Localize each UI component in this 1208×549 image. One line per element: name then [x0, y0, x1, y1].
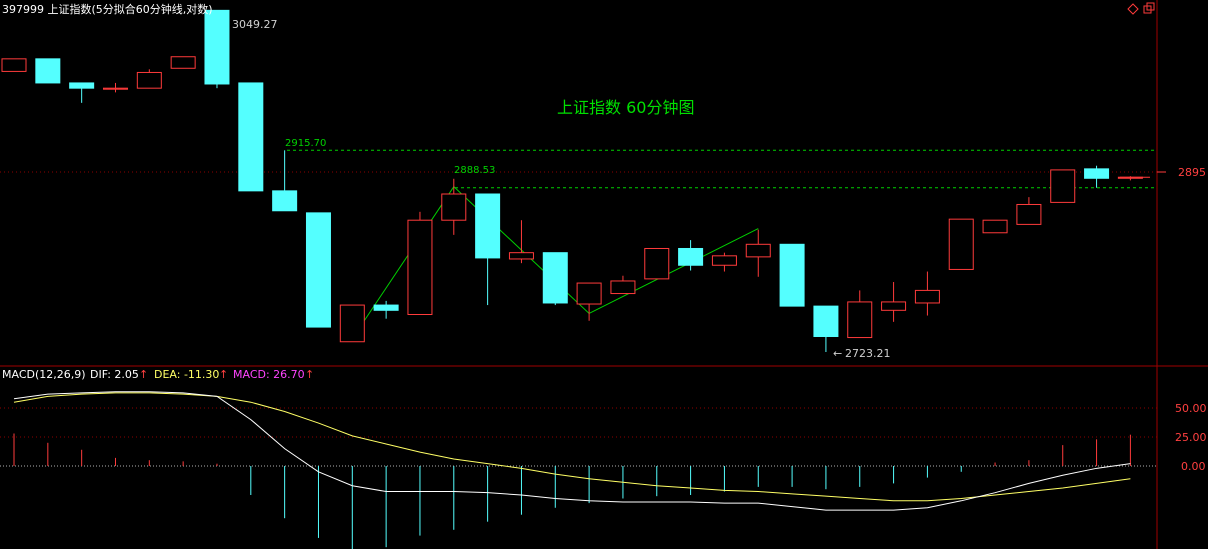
candle: [1, 58, 27, 72]
candle-body: [711, 255, 737, 266]
candle-body: [441, 193, 467, 221]
candle-body: [576, 282, 602, 305]
candle: [881, 282, 907, 322]
macd-axis-label-0: 0.00: [1181, 460, 1206, 473]
candle: [813, 305, 839, 352]
price-axis-label: 2895: [1178, 166, 1206, 179]
candle: [69, 82, 95, 103]
candle-body: [170, 56, 196, 69]
candle-body: [339, 304, 365, 343]
candle-body: [69, 82, 95, 89]
macd-value-arrow: ↑: [305, 368, 314, 381]
annotation-high: 3049.27: [232, 18, 278, 31]
candle: [745, 229, 771, 277]
annotation-level-1: 2915.70: [285, 138, 326, 149]
candle: [373, 300, 399, 319]
candle-body: [373, 304, 399, 311]
candle: [644, 247, 670, 280]
candle: [914, 271, 940, 316]
annotation-low: 2723.21: [845, 347, 891, 360]
candle: [678, 240, 704, 271]
candle: [610, 275, 636, 295]
macd-layer: [13, 391, 1131, 549]
candle: [847, 290, 873, 339]
candle: [272, 150, 298, 212]
candles-layer: [1, 9, 1150, 352]
diamond-icon[interactable]: [1127, 3, 1139, 15]
candle-body: [678, 247, 704, 266]
candle: [441, 178, 467, 235]
candle-body: [982, 219, 1008, 234]
candle-body: [813, 305, 839, 338]
candle: [102, 82, 128, 93]
candle-body: [305, 212, 331, 328]
candle: [542, 252, 568, 306]
candle: [1016, 197, 1042, 225]
candle: [204, 9, 230, 89]
macd-params-label: MACD(12,26,9): [2, 368, 86, 381]
candle-body: [847, 301, 873, 339]
chart-header-title: 397999 上证指数(5分拟合60分钟线,对数): [2, 2, 213, 16]
candle-body: [136, 71, 162, 89]
candle: [35, 58, 61, 84]
candle: [170, 56, 196, 69]
candle: [982, 219, 1008, 234]
macd-axis-label-50: 50.00: [1175, 402, 1207, 415]
candle: [136, 69, 162, 89]
candle-body: [914, 289, 940, 304]
candle: [1084, 165, 1110, 188]
candle-body: [272, 190, 298, 212]
candle-body: [948, 218, 974, 270]
restore-icon[interactable]: [1143, 2, 1155, 14]
candle-body: [508, 252, 534, 260]
candle-body: [745, 243, 771, 258]
macd-dif-arrow: ↑: [139, 368, 148, 381]
candle-body: [1050, 169, 1076, 203]
candle-body: [407, 219, 433, 315]
candle-body: [475, 193, 501, 259]
candle-body: [610, 280, 636, 295]
annotation-low-arrow: ←: [833, 347, 842, 360]
candle: [475, 193, 501, 306]
candle-body: [542, 252, 568, 304]
candle: [508, 220, 534, 264]
macd-axis-label-25: 25.00: [1175, 431, 1207, 444]
candle: [779, 243, 805, 307]
candle: [1050, 169, 1076, 203]
level-lines: [287, 149, 1157, 189]
candle: [576, 282, 602, 321]
candle-body: [779, 243, 805, 307]
macd-dif-label: DIF: 2.05: [90, 368, 139, 381]
candle-body: [204, 9, 230, 85]
candle: [711, 252, 737, 272]
candle: [305, 212, 331, 328]
macd-dea-arrow: ↑: [219, 368, 228, 381]
candle-body: [1, 58, 27, 72]
chart-caption: 上证指数 60分钟图: [557, 98, 694, 117]
candle-body: [644, 247, 670, 280]
candle: [407, 211, 433, 315]
candle-body: [238, 82, 264, 192]
dea-line: [13, 392, 1131, 502]
candle-body: [1016, 203, 1042, 225]
candle: [948, 218, 974, 270]
candle-body: [102, 87, 128, 90]
candle: [238, 82, 264, 192]
dif-line: [13, 391, 1131, 511]
annotation-level-2: 2888.53: [454, 165, 495, 176]
candle: [339, 304, 365, 343]
candle-body: [35, 58, 61, 84]
candle-body: [1084, 168, 1110, 179]
macd-dea-label: DEA: -11.30: [154, 368, 219, 381]
macd-value-label: MACD: 26.70: [233, 368, 305, 381]
candle-body: [881, 301, 907, 311]
